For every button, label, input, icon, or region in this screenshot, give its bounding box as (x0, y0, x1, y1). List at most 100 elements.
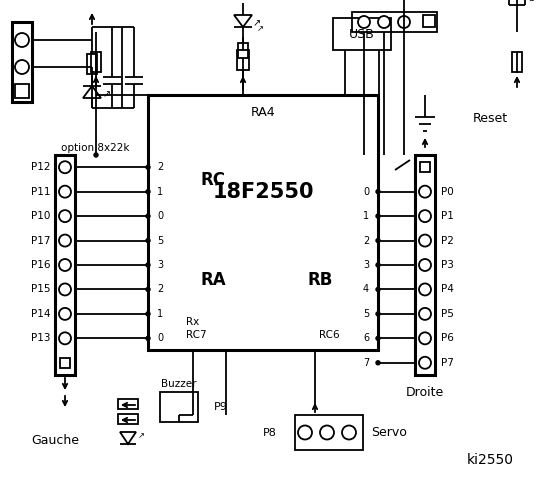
Text: P1: P1 (441, 211, 454, 221)
Text: Gauche: Gauche (31, 433, 79, 446)
Text: ↗: ↗ (103, 89, 111, 99)
Bar (333, 18, 391, 50)
Circle shape (59, 210, 71, 222)
Bar (91, 52, 101, 72)
Text: Servo: Servo (371, 426, 407, 439)
Text: 6: 6 (363, 333, 369, 343)
Circle shape (376, 263, 380, 267)
Text: P0: P0 (441, 187, 454, 197)
Bar (60, 358, 70, 368)
Text: ki2550: ki2550 (467, 453, 514, 467)
Circle shape (376, 214, 380, 218)
Text: Buzzer: Buzzer (161, 379, 197, 389)
Circle shape (146, 263, 150, 267)
Circle shape (376, 239, 380, 242)
Circle shape (146, 239, 150, 242)
Circle shape (59, 259, 71, 271)
Circle shape (419, 235, 431, 247)
Circle shape (376, 336, 380, 340)
Circle shape (376, 312, 380, 316)
Bar (423, 15, 435, 27)
Bar (87, 54, 97, 74)
Circle shape (59, 308, 71, 320)
Circle shape (146, 312, 150, 316)
Circle shape (419, 284, 431, 296)
Circle shape (146, 214, 150, 218)
Bar (55, 155, 75, 375)
Circle shape (59, 284, 71, 296)
Circle shape (398, 16, 410, 28)
Circle shape (378, 16, 390, 28)
Text: 2: 2 (157, 285, 163, 294)
Circle shape (146, 190, 150, 193)
Circle shape (419, 259, 431, 271)
Text: RA4: RA4 (251, 107, 275, 120)
Text: 3: 3 (363, 260, 369, 270)
Text: P17: P17 (30, 236, 50, 246)
Circle shape (419, 210, 431, 222)
Text: P12: P12 (30, 162, 50, 172)
Text: RC6: RC6 (320, 330, 340, 340)
Circle shape (376, 361, 380, 365)
Circle shape (59, 332, 71, 344)
Text: P11: P11 (30, 187, 50, 197)
Circle shape (298, 425, 312, 440)
Text: ↗: ↗ (257, 24, 264, 34)
Text: USB: USB (349, 27, 375, 40)
Bar (420, 162, 430, 172)
Text: RC: RC (200, 171, 225, 189)
Text: Reset: Reset (472, 111, 508, 124)
Text: P10: P10 (30, 211, 50, 221)
Text: RB: RB (307, 271, 333, 289)
Text: ↗: ↗ (138, 432, 145, 441)
Circle shape (146, 336, 150, 340)
Text: P13: P13 (30, 333, 50, 343)
Text: P2: P2 (441, 236, 454, 246)
Bar (118, 414, 138, 424)
Text: P8: P8 (263, 428, 277, 437)
Text: P4: P4 (441, 285, 454, 294)
Circle shape (376, 288, 380, 291)
Bar (238, 43, 248, 58)
Circle shape (146, 165, 150, 169)
Text: RC7: RC7 (186, 330, 207, 340)
Text: 0: 0 (157, 333, 163, 343)
Circle shape (59, 235, 71, 247)
Text: P6: P6 (441, 333, 454, 343)
Circle shape (146, 288, 150, 291)
Text: 0: 0 (157, 211, 163, 221)
Text: 0: 0 (363, 187, 369, 197)
Bar (352, 12, 437, 32)
Bar (237, 50, 249, 70)
Text: option 8x22k: option 8x22k (61, 143, 129, 153)
Text: 1: 1 (157, 309, 163, 319)
Text: 18F2550: 18F2550 (212, 182, 314, 202)
Circle shape (419, 186, 431, 198)
Bar (148, 95, 378, 350)
Text: P3: P3 (441, 260, 454, 270)
Bar (415, 155, 435, 375)
Text: P7: P7 (441, 358, 454, 368)
Text: 2: 2 (157, 162, 163, 172)
Text: 1: 1 (157, 187, 163, 197)
Text: Droite: Droite (406, 386, 444, 399)
Text: RA: RA (200, 271, 226, 289)
Text: P16: P16 (30, 260, 50, 270)
Bar (160, 392, 198, 422)
Circle shape (419, 332, 431, 344)
Circle shape (59, 161, 71, 173)
Text: 5: 5 (157, 236, 163, 246)
Circle shape (376, 190, 380, 193)
Text: 7: 7 (363, 358, 369, 368)
Text: P9: P9 (214, 402, 228, 412)
Text: P15: P15 (30, 285, 50, 294)
Text: ↗: ↗ (253, 18, 261, 28)
Circle shape (358, 16, 370, 28)
Text: P5: P5 (441, 309, 454, 319)
Bar (12, 22, 32, 102)
Bar (295, 415, 363, 450)
Text: 3: 3 (157, 260, 163, 270)
Text: b: b (528, 0, 534, 3)
Text: 1: 1 (363, 211, 369, 221)
Text: 2: 2 (363, 236, 369, 246)
